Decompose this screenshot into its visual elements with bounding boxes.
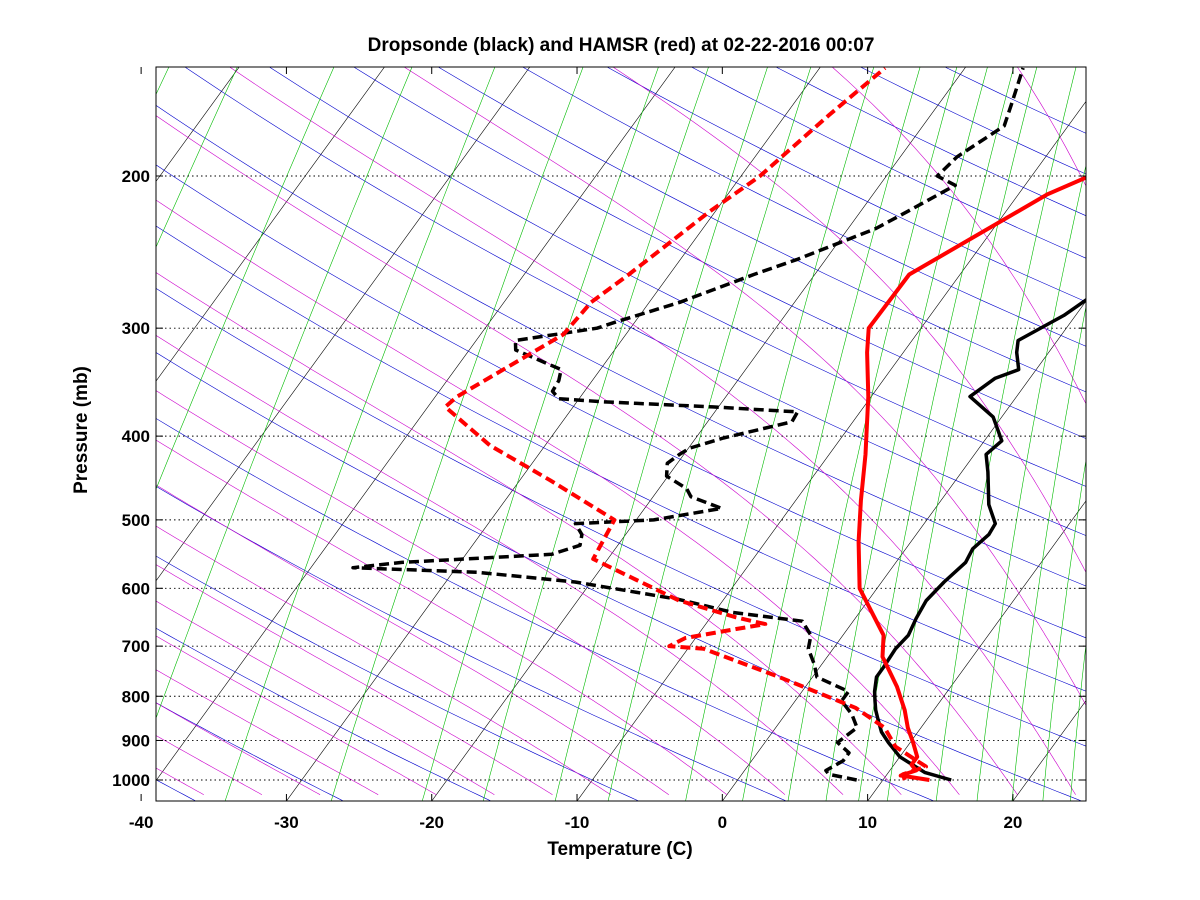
y-tick-label: 1000: [112, 771, 150, 790]
moist-adiabat-line: [831, 67, 1086, 405]
mixing-ratio-line: [1042, 458, 1086, 801]
mixing-ratio-line: [156, 67, 335, 490]
moist-adiabat-line: [612, 67, 1086, 573]
data-series: [351, 67, 1086, 782]
moist-adiabat-line: [156, 272, 902, 795]
x-tick-label: -40: [129, 813, 154, 832]
dry-adiabat-line: [522, 67, 1086, 347]
dry-adiabat-line: [268, 67, 1086, 487]
dry-adiabat-line: [353, 67, 1086, 439]
isotherm-line: [721, 300, 1086, 801]
mixing-ratio-line: [554, 67, 768, 801]
hamsr-dewpoint-line: [443, 67, 928, 781]
moist-adiabat-line: [156, 669, 379, 795]
mixing-ratio-line: [685, 67, 875, 801]
moist-adiabat-line: [156, 525, 611, 795]
moist-adiabat-line: [403, 67, 1086, 706]
y-tick-label: 900: [122, 731, 150, 750]
moist-adiabat-line: [156, 635, 437, 795]
dry-adiabat-line: [156, 555, 640, 801]
mixing-ratio-line: [887, 67, 1038, 801]
dropsonde-temperature-line: [872, 297, 1086, 782]
x-axis: -40 -30 -20 -10 0 10 20: [129, 67, 1022, 832]
moist-adiabat-line: [156, 115, 1018, 795]
plot-frame: [155, 66, 1087, 802]
y-tick-label: 400: [122, 427, 150, 446]
dry-adiabat-line: [156, 418, 935, 801]
x-axis-label: Temperature (C): [547, 839, 692, 860]
mixing-ratio-line: [224, 67, 496, 801]
dry-adiabat-line: [437, 67, 1086, 393]
isotherm-line: [156, 67, 385, 382]
y-axis: 200 300 400 500 600 700 800 900 1000: [112, 167, 1086, 790]
chart-title: Dropsonde (black) and HAMSR (red) at 02-…: [368, 35, 875, 56]
dry-adiabat-line: [184, 67, 1086, 536]
y-tick-label: 600: [122, 579, 150, 598]
x-tick-label: 0: [718, 813, 727, 832]
x-tick-label: -10: [565, 813, 590, 832]
mixing-ratio-line: [330, 67, 584, 801]
y-axis-label: Pressure (mb): [71, 366, 92, 494]
mixing-ratio-line: [742, 67, 921, 801]
y-tick-label: 800: [122, 687, 150, 706]
mixing-ratio-line: [421, 67, 659, 801]
x-tick-label: -30: [274, 813, 299, 832]
dry-adiabat-line: [156, 485, 787, 801]
isotherm-line: [286, 67, 821, 801]
dropsonde-dewpoint-line: [351, 67, 1025, 782]
moist-adiabat-line: [156, 702, 321, 795]
hamsr-temperature-line: [856, 175, 1086, 782]
moist-adiabat-line: [156, 439, 728, 795]
mixing-ratio-line: [607, 67, 812, 801]
y-tick-label: 500: [122, 511, 150, 530]
mixing-ratio-line: [482, 67, 709, 801]
y-tick-label: 200: [122, 167, 150, 186]
dry-adiabat-line: [156, 105, 1086, 587]
dry-adiabat-line: [156, 627, 492, 801]
moist-adiabat-line: [156, 564, 553, 795]
mixing-ratio-line: [825, 67, 988, 801]
moist-adiabat-line: [156, 600, 495, 795]
x-tick-label: 10: [858, 813, 877, 832]
moist-adiabat-line: [156, 735, 263, 795]
dry-adiabat-line: [156, 702, 344, 801]
isotherm-line: [156, 67, 240, 182]
y-tick-label: 700: [122, 637, 150, 656]
dry-adiabat-line: [156, 352, 1083, 801]
moist-adiabat-line: [229, 67, 1076, 795]
isotherm-line: [576, 100, 1086, 801]
mixing-ratio-line: [1069, 641, 1086, 801]
x-tick-label: 20: [1003, 813, 1022, 832]
mixing-ratio-line: [787, 67, 958, 801]
moist-adiabat-line: [156, 390, 786, 795]
isotherm-line: [867, 500, 1086, 801]
y-tick-label: 300: [122, 319, 150, 338]
x-tick-label: -20: [419, 813, 444, 832]
moist-adiabat-line: [156, 484, 669, 795]
